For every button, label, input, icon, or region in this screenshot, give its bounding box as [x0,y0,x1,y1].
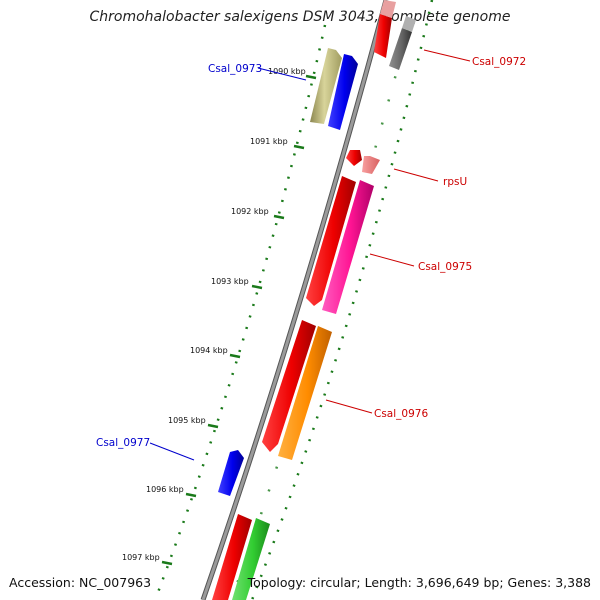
tick-label: 1091 kbp [250,137,288,146]
tick-mark [305,74,317,80]
tick-label: 1092 kbp [231,207,269,216]
gene-label-leader [393,168,439,182]
gene-arrow-csal-0973-blue [328,54,358,130]
accession-label: Accession: NC_007963 [9,575,152,590]
gene-labels: Csal_0972 Csal_0973 rpsU Csal_0975 Csal_0976… [96,49,526,461]
outer-guide-ring [250,0,434,600]
gene-label-csal-0977[interactable]: Csal_0977 [96,437,150,449]
gene-label-leader [369,253,415,267]
tick-label: 1097 kbp [122,553,160,562]
gene-arrow-csal-0975-pink [322,180,374,314]
tick-label: 1093 kbp [211,277,249,286]
gene-arrow-csal-0972 [389,28,412,70]
tick-label: 1096 kbp [146,485,184,494]
gene-arrow-csal-0973-khaki [310,48,342,124]
genome-backbone [200,0,389,600]
gene-label-leader [149,442,195,461]
position-ticks: 1090 kbp 1091 kbp 1092 kbp 1093 kbp 1094 kbp… [122,67,317,566]
gene-label-leader [257,67,307,81]
gene-label-csal-0976[interactable]: Csal_0976 [374,408,428,420]
tick-mark [273,214,285,220]
tick-mark [251,284,263,290]
gene-arrow-bottom-green [232,518,270,600]
inner-guide-ring [155,24,327,596]
genome-summary: Topology: circular; Length: 3,696,649 bp… [247,575,591,590]
gene-arrow-csal-0977 [218,450,244,496]
tick-label: 1095 kbp [168,416,206,425]
tick-mark [185,492,197,498]
gene-arrow-csal-0976-red [262,320,316,452]
tick-mark [161,560,173,566]
gene-label-csal-0975[interactable]: Csal_0975 [418,261,472,273]
gene-arrow-rpsu-a [346,150,362,166]
tick-mark [229,353,241,359]
gene-arrow-csal-0972-light [380,0,396,18]
gene-label-csal-0972[interactable]: Csal_0972 [472,56,526,68]
gene-arrow-csal-0976-orange [278,326,332,460]
dotted-guide-rings [155,0,434,600]
tick-label: 1094 kbp [190,346,228,355]
gene-arrow-csal-0971 [374,14,392,58]
tick-label: 1090 kbp [268,67,306,76]
gene-arrow-bottom-red [212,514,252,600]
gene-arrow-rpsu-b [362,156,380,174]
gene-arrow-csal-0972-cap [402,16,416,32]
gene-features [212,0,416,600]
tick-mark [293,144,305,150]
tick-mark [207,423,219,429]
gene-label-leader [325,399,373,414]
gene-label-rpsu[interactable]: rpsU [443,176,467,188]
gene-arrow-csal-0975-red [306,176,356,306]
gene-label-leader [423,49,471,62]
gene-label-csal-0973[interactable]: Csal_0973 [208,63,262,75]
